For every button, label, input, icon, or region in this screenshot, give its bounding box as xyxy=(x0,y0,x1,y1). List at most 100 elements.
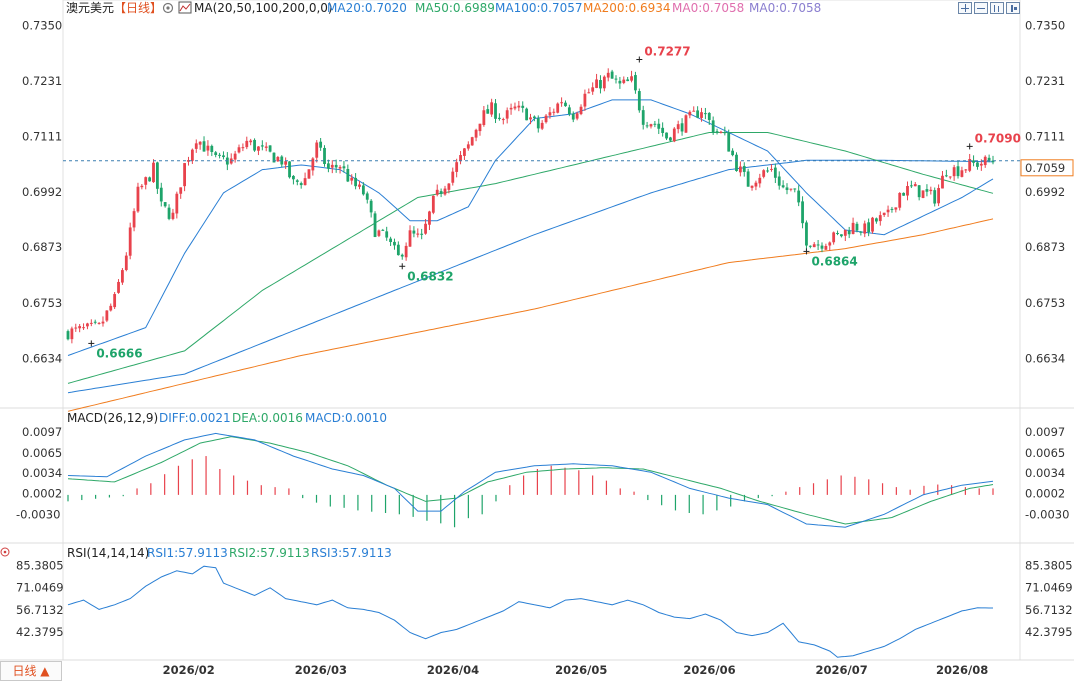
candle-body xyxy=(731,150,735,156)
macd-y-tick-left: 0.0002 xyxy=(22,487,62,501)
candle-body xyxy=(812,244,816,248)
candle-body xyxy=(867,222,871,233)
macd-dea: DEA:0.0016 xyxy=(232,411,303,425)
macd-y-tick-right: -0.0030 xyxy=(1025,507,1069,521)
ma-value-4: MA0:0.7058 xyxy=(672,1,744,15)
next-icon[interactable] xyxy=(1006,2,1020,14)
candle-body xyxy=(295,180,299,182)
y-tick-left: 0.6634 xyxy=(22,351,62,365)
candle-body xyxy=(323,147,326,165)
candle-body xyxy=(824,245,828,250)
chart-icon[interactable] xyxy=(178,1,192,14)
candle-body xyxy=(890,208,894,210)
candle-body xyxy=(626,79,630,82)
candle-body xyxy=(886,209,890,213)
y-tick-left: 0.6873 xyxy=(22,240,62,254)
macd-y-tick-right: 0.0002 xyxy=(1025,487,1065,501)
candle-body xyxy=(536,118,540,129)
candle-body xyxy=(976,162,979,167)
candle-body xyxy=(455,162,459,172)
candle-body xyxy=(882,212,886,216)
candle-body xyxy=(983,156,987,166)
y-tick-right: 0.6992 xyxy=(1025,185,1065,199)
candle-body xyxy=(381,229,385,231)
candle-body xyxy=(944,175,948,177)
candle-body xyxy=(715,131,719,133)
candle-body xyxy=(960,170,964,177)
candle-body xyxy=(358,184,361,187)
candle-body xyxy=(155,162,159,189)
candle-body xyxy=(109,305,113,311)
ma200-line xyxy=(67,218,994,412)
candle-body xyxy=(121,270,124,283)
candle-body xyxy=(140,185,144,188)
candle-body xyxy=(525,108,529,121)
zoom-out-icon[interactable] xyxy=(974,2,988,14)
x-tick: 2026/07 xyxy=(816,663,868,677)
candle-body xyxy=(909,185,913,187)
candle-body xyxy=(420,233,424,235)
y-tick-left: 0.7350 xyxy=(22,19,62,33)
candle-body xyxy=(641,110,645,125)
candle-body xyxy=(513,106,517,109)
candle-body xyxy=(797,190,801,203)
candle-body xyxy=(74,327,78,329)
gear-icon[interactable] xyxy=(162,2,174,14)
candle-body xyxy=(369,200,373,213)
candle-body xyxy=(991,160,995,163)
rsi1-value: RSI1:57.9113 xyxy=(147,546,228,560)
rsi-label: RSI(14,14,14) xyxy=(67,546,149,560)
candle-body xyxy=(840,234,843,237)
candle-body xyxy=(735,154,738,172)
candle-body xyxy=(494,103,497,119)
candle-body xyxy=(117,281,120,293)
candle-body xyxy=(190,149,194,161)
macd-y-tick-left: -0.0030 xyxy=(16,507,60,521)
candle-body xyxy=(653,123,657,125)
candle-body xyxy=(921,190,925,198)
candle-body xyxy=(614,78,618,80)
candle-body xyxy=(544,115,548,123)
candle-body xyxy=(669,137,672,141)
candle-body xyxy=(307,169,311,179)
candle-body xyxy=(311,158,315,171)
price-annotation: 0.6666 xyxy=(96,346,142,360)
candle-body xyxy=(179,187,183,194)
rsi2-value: RSI2:57.9113 xyxy=(229,546,310,560)
candle-body xyxy=(350,177,354,181)
candle-body xyxy=(661,127,665,133)
candle-body xyxy=(326,163,330,169)
period-button[interactable]: 日线 ▲ xyxy=(0,661,62,681)
candle-body xyxy=(241,147,245,149)
price-annotation: 0.7090 xyxy=(975,131,1021,145)
target-icon[interactable] xyxy=(0,547,10,557)
candle-body xyxy=(964,169,968,171)
candle-body xyxy=(389,238,392,243)
bar-icon[interactable] xyxy=(990,2,1004,14)
candle-body xyxy=(762,170,766,177)
candle-body xyxy=(906,185,909,196)
macd-y-tick-right: 0.0034 xyxy=(1025,466,1065,480)
candle-body xyxy=(373,213,377,237)
candle-body xyxy=(665,132,668,139)
candle-body xyxy=(859,231,863,233)
candle-body xyxy=(416,233,420,235)
candle-body xyxy=(902,192,906,196)
candle-body xyxy=(393,241,396,246)
x-tick: 2026/08 xyxy=(936,663,988,677)
candle-body xyxy=(894,207,898,210)
candle-body xyxy=(649,124,653,127)
candle-body xyxy=(171,212,175,219)
candle-body xyxy=(878,215,882,222)
candle-body xyxy=(315,142,319,158)
zoom-in-icon[interactable] xyxy=(958,2,972,14)
current-price-tag xyxy=(1020,159,1074,177)
candle-body xyxy=(136,186,140,212)
candle-body xyxy=(851,222,855,235)
candle-body xyxy=(354,177,358,187)
candle-body xyxy=(517,105,521,108)
candle-body xyxy=(319,141,323,148)
candle-body xyxy=(93,321,97,323)
candle-body xyxy=(836,233,839,235)
candle-body xyxy=(540,122,544,129)
